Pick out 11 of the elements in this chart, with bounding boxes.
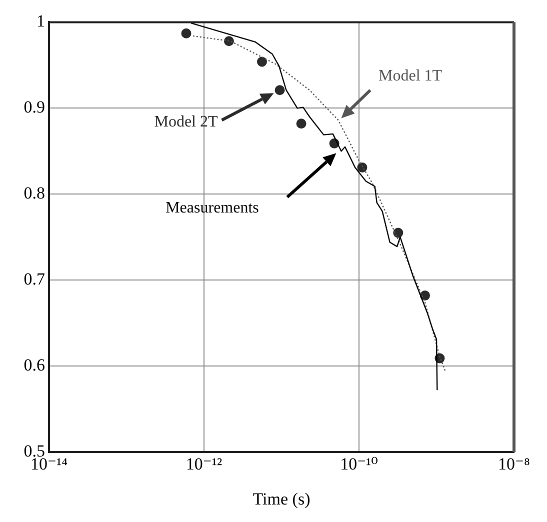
y-tick-label: 1: [36, 12, 45, 31]
y-tick-label: 0.7: [24, 270, 46, 289]
x-tick-label: 10⁻⁸: [498, 454, 530, 474]
x-tick-label: 10⁻¹²: [186, 454, 222, 474]
text: Measurements: [166, 199, 259, 216]
x-axis-title: Time (s): [252, 489, 310, 508]
text: Model 1T: [378, 67, 442, 84]
x-tick-label: 10⁻¹⁰: [340, 454, 378, 474]
y-tick-label: 0.9: [24, 98, 45, 117]
y-tick-label: 0.6: [24, 356, 45, 375]
y-tick-label: 0.8: [24, 184, 45, 203]
